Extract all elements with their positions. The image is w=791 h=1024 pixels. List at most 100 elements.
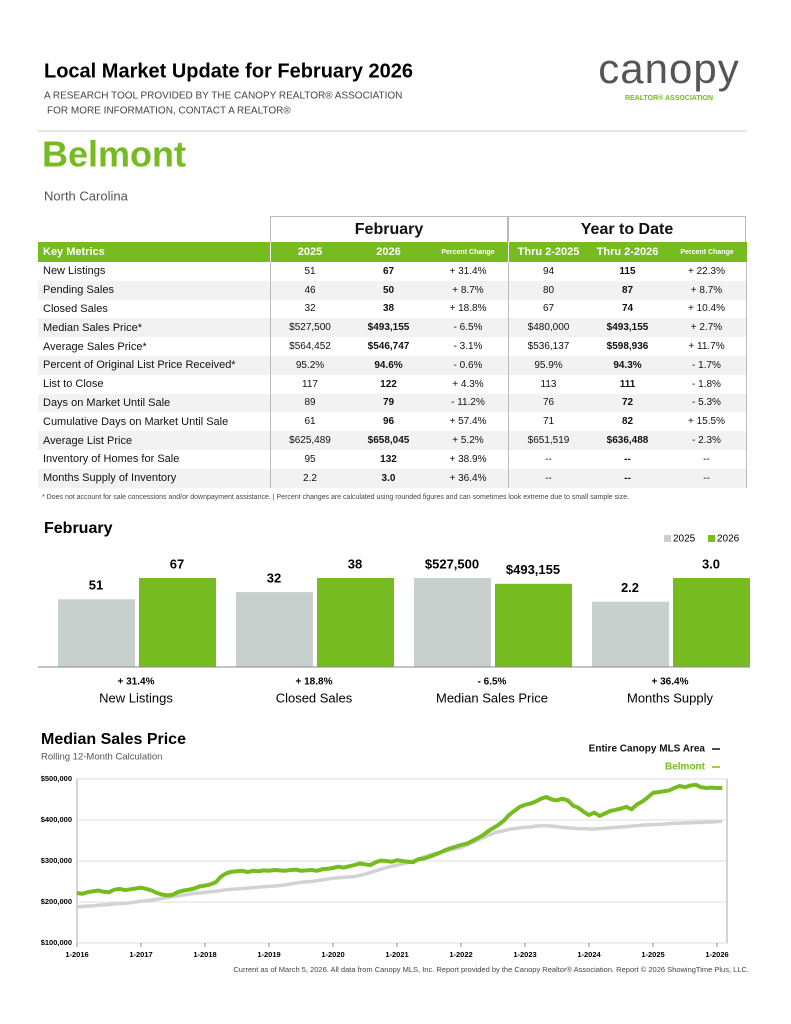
column-header: Percent Change xyxy=(667,242,747,262)
table-cell: - 2.3% xyxy=(667,431,747,450)
y-tick-label: $400,000 xyxy=(41,815,72,824)
table-cell: - 1.8% xyxy=(667,374,747,394)
line-series xyxy=(76,782,723,898)
row-label: Average List Price xyxy=(38,431,270,450)
y-tick-label: $500,000 xyxy=(41,774,72,783)
table-cell: 95 xyxy=(270,450,349,469)
group-header: Year to Date xyxy=(508,216,746,242)
legend-swatch xyxy=(708,535,715,542)
footer: Current as of March 5, 2026. All data fr… xyxy=(233,965,749,974)
table-cell: + 5.2% xyxy=(428,431,508,450)
chart-title: Median Sales Price xyxy=(41,731,186,748)
category-label: Months Supply xyxy=(627,690,713,705)
y-tick-label: $300,000 xyxy=(41,856,72,865)
table-cell: 117 xyxy=(270,374,349,394)
line-series xyxy=(76,819,723,909)
group-header: February xyxy=(270,216,508,242)
table-cell: 132 xyxy=(349,450,428,469)
table-cell: + 8.7% xyxy=(667,280,747,300)
table-cell: 67 xyxy=(508,299,588,319)
column-header: 2025 xyxy=(270,242,349,262)
value-label: 67 xyxy=(170,556,184,571)
table-cell: -- xyxy=(508,450,588,469)
legend-swatch xyxy=(664,535,671,542)
table-cell: $480,000 xyxy=(508,318,588,338)
table-cell: $536,137 xyxy=(508,337,588,356)
table-cell: - 1.7% xyxy=(667,356,747,375)
bar xyxy=(317,578,394,667)
table-cell: - 5.3% xyxy=(667,393,747,413)
row-label: Inventory of Homes for Sale xyxy=(38,450,270,469)
table-cell: $625,489 xyxy=(270,431,349,450)
footnote: * Does not account for sale concessions … xyxy=(42,494,629,501)
value-label: $493,155 xyxy=(506,562,560,577)
table-cell: $598,936 xyxy=(588,337,667,356)
legend-label: 2026 xyxy=(717,534,740,545)
area-state: North Carolina xyxy=(44,188,129,203)
table-cell: $658,045 xyxy=(349,431,428,450)
x-tick-label: 1-2024 xyxy=(577,950,601,959)
table-cell: -- xyxy=(588,450,667,469)
table-cell: 76 xyxy=(508,393,588,413)
table-cell: - 0.6% xyxy=(428,356,508,375)
table-cell: + 18.8% xyxy=(428,299,508,319)
table-cell: $527,500 xyxy=(270,318,349,338)
table-cell: 46 xyxy=(270,280,349,300)
x-tick-label: 1-2016 xyxy=(65,950,88,959)
table-cell: $636,488 xyxy=(588,431,667,450)
column-header: Key Metrics xyxy=(38,242,270,262)
bar xyxy=(592,601,669,667)
value-label: 32 xyxy=(267,570,281,585)
x-tick-label: 1-2020 xyxy=(321,950,344,959)
table-cell: 3.0 xyxy=(349,468,428,488)
table-cell: 71 xyxy=(508,412,588,432)
row-label: New Listings xyxy=(38,262,270,281)
bar xyxy=(236,592,313,667)
area-name: Belmont xyxy=(42,134,186,175)
x-tick-label: 1-2021 xyxy=(385,950,408,959)
table-cell: $546,747 xyxy=(349,337,428,356)
table-cell: $564,452 xyxy=(270,337,349,356)
legend-label: Belmont xyxy=(665,762,706,773)
column-header: Thru 2-2026 xyxy=(588,242,667,262)
value-label: $527,500 xyxy=(425,556,479,571)
table-cell: 2.2 xyxy=(270,468,349,488)
table-cell: $651,519 xyxy=(508,431,588,450)
table-cell: 115 xyxy=(588,262,667,281)
x-tick-label: 1-2017 xyxy=(129,950,152,959)
y-tick-label: $100,000 xyxy=(41,938,72,947)
table-cell: 95.2% xyxy=(270,356,349,375)
table-cell: + 31.4% xyxy=(428,262,508,281)
change-label: - 6.5% xyxy=(478,677,507,688)
row-label: Pending Sales xyxy=(38,280,270,300)
row-label: Median Sales Price* xyxy=(38,318,270,338)
table-cell: 38 xyxy=(349,299,428,319)
y-tick-label: $200,000 xyxy=(41,897,72,906)
change-label: + 36.4% xyxy=(652,677,689,688)
legend-label: Entire Canopy MLS Area xyxy=(589,744,706,755)
value-label: 51 xyxy=(89,578,103,593)
table-cell: 94.6% xyxy=(349,356,428,375)
legend-label: 2025 xyxy=(673,534,696,545)
bar xyxy=(495,583,572,667)
table-cell: + 4.3% xyxy=(428,374,508,394)
logo-name: canopy xyxy=(598,45,739,92)
table-cell: 80 xyxy=(508,280,588,300)
table-cell: 51 xyxy=(270,262,349,281)
table-cell: + 15.5% xyxy=(667,412,747,432)
table-cell: + 10.4% xyxy=(667,299,747,319)
x-tick-label: 1-2025 xyxy=(641,950,664,959)
table-cell: 95.9% xyxy=(508,356,588,375)
table-cell: 113 xyxy=(508,374,588,394)
x-tick-label: 1-2022 xyxy=(449,950,472,959)
row-label: Average Sales Price* xyxy=(38,337,270,356)
table-cell: + 36.4% xyxy=(428,468,508,488)
bar xyxy=(673,578,750,667)
column-header: Percent Change xyxy=(428,242,508,262)
table-cell: + 38.9% xyxy=(428,450,508,469)
bar xyxy=(414,578,491,667)
report-title: Local Market Update for February 2026 xyxy=(44,60,413,82)
category-label: Closed Sales xyxy=(276,690,353,705)
column-header: 2026 xyxy=(349,242,428,262)
table-cell: $493,155 xyxy=(588,318,667,338)
